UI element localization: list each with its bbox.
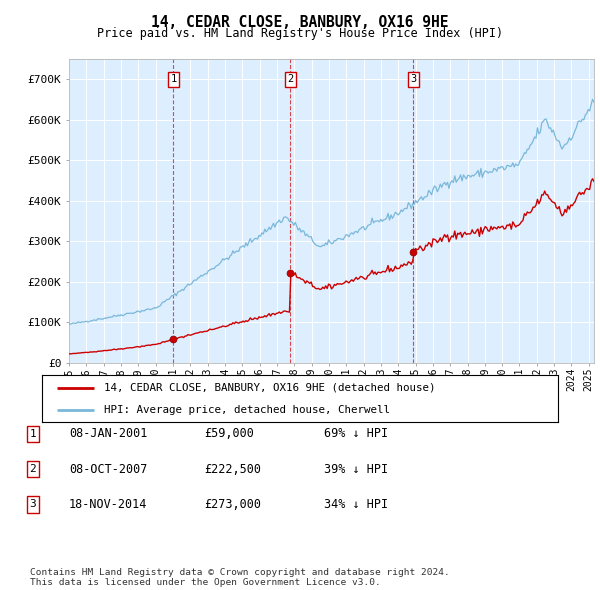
Text: 14, CEDAR CLOSE, BANBURY, OX16 9HE: 14, CEDAR CLOSE, BANBURY, OX16 9HE bbox=[151, 15, 449, 30]
Text: 3: 3 bbox=[29, 500, 37, 509]
Text: 39% ↓ HPI: 39% ↓ HPI bbox=[324, 463, 388, 476]
Text: 2: 2 bbox=[29, 464, 37, 474]
Text: 1: 1 bbox=[170, 74, 176, 84]
Text: £273,000: £273,000 bbox=[204, 498, 261, 511]
Text: Price paid vs. HM Land Registry's House Price Index (HPI): Price paid vs. HM Land Registry's House … bbox=[97, 27, 503, 40]
Text: £59,000: £59,000 bbox=[204, 427, 254, 440]
Text: HPI: Average price, detached house, Cherwell: HPI: Average price, detached house, Cher… bbox=[104, 405, 390, 415]
Text: 34% ↓ HPI: 34% ↓ HPI bbox=[324, 498, 388, 511]
Text: 3: 3 bbox=[410, 74, 416, 84]
Text: 18-NOV-2014: 18-NOV-2014 bbox=[69, 498, 148, 511]
Text: 69% ↓ HPI: 69% ↓ HPI bbox=[324, 427, 388, 440]
Text: 1: 1 bbox=[29, 429, 37, 438]
Text: Contains HM Land Registry data © Crown copyright and database right 2024.
This d: Contains HM Land Registry data © Crown c… bbox=[30, 568, 450, 587]
Text: 2: 2 bbox=[287, 74, 293, 84]
Text: 08-JAN-2001: 08-JAN-2001 bbox=[69, 427, 148, 440]
Text: 08-OCT-2007: 08-OCT-2007 bbox=[69, 463, 148, 476]
Text: £222,500: £222,500 bbox=[204, 463, 261, 476]
Text: 14, CEDAR CLOSE, BANBURY, OX16 9HE (detached house): 14, CEDAR CLOSE, BANBURY, OX16 9HE (deta… bbox=[104, 383, 436, 393]
